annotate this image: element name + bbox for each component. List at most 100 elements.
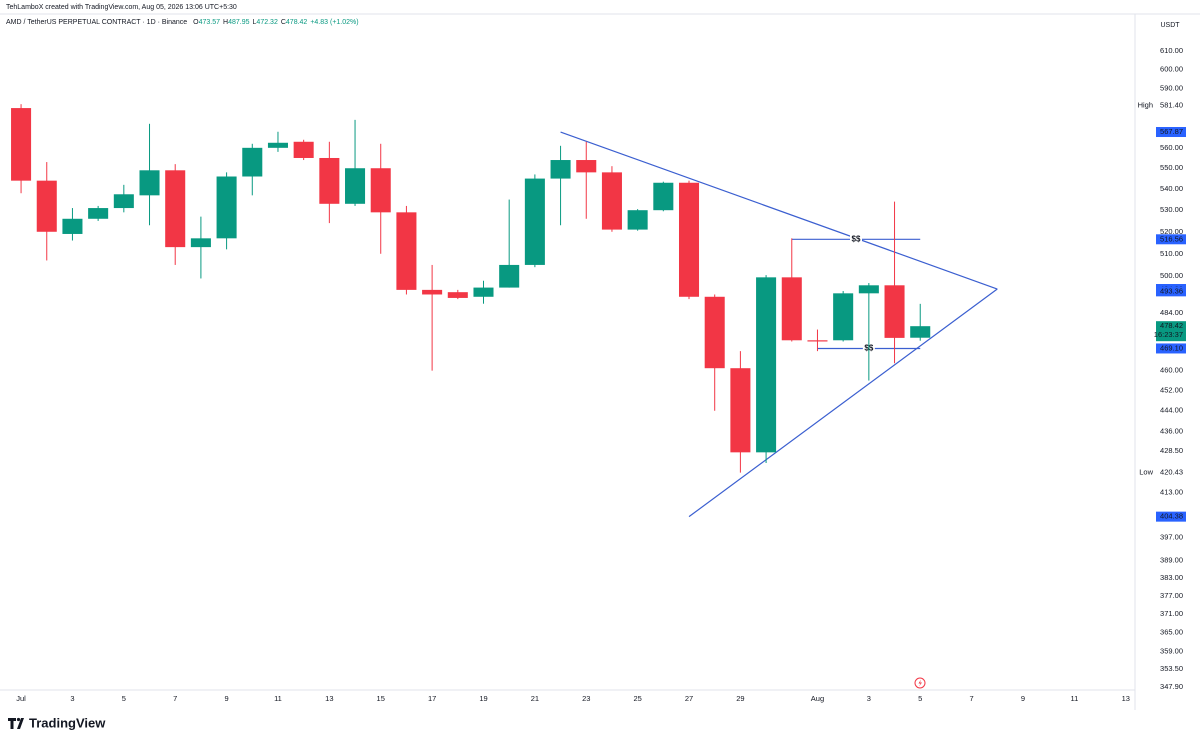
x-tick-label: 5	[122, 694, 126, 703]
candle-body	[910, 326, 931, 338]
price-tag	[1156, 511, 1186, 522]
candle-body	[11, 108, 32, 181]
y-tick-label: 413.00	[1160, 488, 1183, 497]
currency: USDT	[1160, 22, 1180, 29]
candle-body	[524, 178, 545, 265]
price-tag-label: 469.10	[1160, 343, 1183, 352]
price-tag-label: 581.40	[1160, 100, 1183, 109]
price-tag-name-bg	[1137, 100, 1156, 111]
price-tag	[1156, 321, 1186, 342]
candle-body	[781, 277, 802, 341]
candle-body	[190, 238, 211, 248]
symbol-line: AMD / TetherUS PERPETUAL CONTRACT · 1D ·…	[6, 19, 359, 26]
trendline	[688, 288, 998, 518]
price-tag-time: 16:23:37	[1154, 330, 1183, 339]
candle-body	[576, 160, 597, 173]
ohlc-label: C	[281, 19, 286, 26]
x-tick-label: 7	[173, 694, 177, 703]
x-tick-label: 21	[531, 694, 539, 703]
ohlc-value: 472.32	[256, 19, 278, 26]
brand-name: TradingView	[29, 715, 106, 730]
candle-body	[499, 264, 520, 288]
y-tick-label: 460.00	[1160, 366, 1183, 375]
y-tick-label: 397.00	[1160, 532, 1183, 541]
y-tick-label: 610.00	[1160, 46, 1183, 55]
y-tick-label: 371.00	[1160, 609, 1183, 618]
ohlc-value: 478.42	[286, 19, 308, 26]
y-tick-label: 428.50	[1160, 446, 1183, 455]
price-tag	[1156, 234, 1186, 245]
x-tick-label: 17	[428, 694, 436, 703]
y-tick-label: 560.00	[1160, 143, 1183, 152]
y-tick-label: 500.00	[1160, 271, 1183, 280]
price-tag-name: High	[1138, 100, 1153, 109]
candle-body	[858, 285, 879, 294]
candle-body	[319, 157, 340, 204]
x-tick-label: Aug	[811, 694, 824, 703]
y-tick-label: 353.50	[1160, 664, 1183, 673]
y-tick-label: 444.00	[1160, 406, 1183, 415]
y-tick-label: 550.00	[1160, 163, 1183, 172]
candle-body	[833, 293, 854, 341]
candle-body	[216, 176, 237, 239]
line-label: $$	[852, 234, 861, 243]
candle-body	[242, 147, 263, 177]
x-tick-label: 9	[225, 694, 229, 703]
y-tick-label: 365.00	[1160, 628, 1183, 637]
y-tick-label: 520.00	[1160, 227, 1183, 236]
x-tick-label: 23	[582, 694, 590, 703]
y-tick-label: 383.00	[1160, 573, 1183, 582]
candle-body	[422, 289, 443, 295]
candle-body	[704, 296, 725, 369]
candle-body	[447, 292, 468, 298]
x-tick-label: 25	[633, 694, 641, 703]
candle-body	[473, 287, 494, 297]
candle-body	[653, 182, 674, 211]
candle-body	[370, 168, 391, 213]
ohlc-value: 487.95	[228, 19, 250, 26]
ohlc-label: L	[253, 19, 257, 26]
candle-body	[550, 160, 571, 179]
brand-logo	[8, 717, 24, 729]
x-tick-label: 7	[970, 694, 974, 703]
line-label-bg	[850, 234, 863, 245]
candle-body	[267, 142, 288, 148]
y-tick-label: 540.00	[1160, 184, 1183, 193]
price-tag-name: Low	[1139, 468, 1153, 477]
candle-body	[396, 212, 417, 290]
change: +4.83 (+1.02%)	[310, 19, 358, 26]
x-tick-label: 15	[377, 694, 385, 703]
y-tick-label: 389.00	[1160, 556, 1183, 565]
candle-body	[165, 170, 186, 248]
trendline	[560, 131, 998, 290]
ohlc-label: O	[193, 19, 199, 26]
y-tick-label: 436.00	[1160, 426, 1183, 435]
price-tag-label: 420.43	[1160, 468, 1183, 477]
x-tick-label: 11	[1070, 694, 1078, 703]
credit: TehLamboX created with TradingView.com, …	[6, 4, 237, 11]
price-tag	[1156, 127, 1186, 138]
price-tag-label: 516.56	[1160, 234, 1183, 243]
x-tick-label: 3	[867, 694, 871, 703]
y-tick-label: 590.00	[1160, 84, 1183, 93]
x-tick-label: 19	[479, 694, 487, 703]
y-tick-label: 510.00	[1160, 249, 1183, 258]
x-tick-label: 29	[736, 694, 744, 703]
price-tag	[1156, 467, 1186, 478]
price-tag	[1156, 286, 1186, 297]
candle-body	[293, 141, 314, 158]
y-tick-label: 377.00	[1160, 591, 1183, 600]
candle-body	[627, 210, 648, 230]
x-tick-label: 3	[70, 694, 74, 703]
candle-body	[88, 208, 109, 219]
x-tick-label: 13	[1122, 694, 1130, 703]
x-tick-label: 27	[685, 694, 693, 703]
price-tag	[1156, 343, 1186, 354]
ohlc-value: 473.57	[199, 19, 221, 26]
candle-body	[36, 180, 57, 232]
x-tick-label: Jul	[16, 694, 26, 703]
x-tick-label: 13	[325, 694, 333, 703]
y-tick-label: 484.00	[1160, 308, 1183, 317]
